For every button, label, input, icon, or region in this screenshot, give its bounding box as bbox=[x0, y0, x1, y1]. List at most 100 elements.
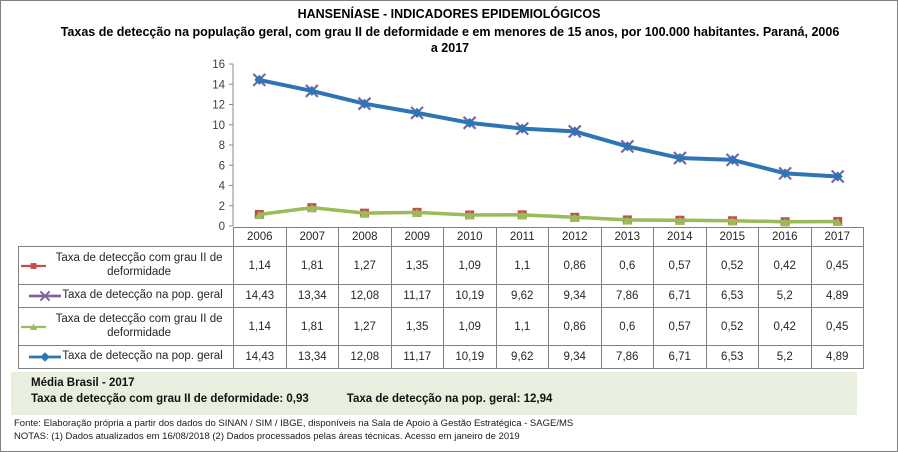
diamond-marker-icon bbox=[412, 107, 423, 118]
diamond-marker-icon bbox=[517, 123, 528, 134]
year-header: 2010 bbox=[443, 227, 497, 247]
summary-values-line: Taxa de detecção com grau II de deformid… bbox=[31, 393, 857, 405]
triangle-marker-icon bbox=[832, 217, 843, 226]
value-cell: 1,1 bbox=[495, 307, 549, 346]
legend-cell: Taxa de detecção na pop. geral bbox=[18, 345, 234, 369]
y-axis-label: 16 bbox=[212, 59, 225, 71]
chart-subtitle: Taxas de detecção na população geral, co… bbox=[60, 25, 840, 55]
value-cell: 10,19 bbox=[443, 345, 497, 369]
series-line bbox=[257, 205, 840, 224]
triangle-marker-icon bbox=[622, 216, 633, 225]
year-header: 2013 bbox=[600, 227, 654, 247]
value-cell: 1,14 bbox=[233, 246, 287, 285]
legend-marker-diamond-icon bbox=[29, 352, 62, 362]
value-cell: 0,6 bbox=[600, 246, 654, 285]
value-cell: 1,14 bbox=[233, 307, 287, 346]
legend-label: Taxa de detecção na pop. geral bbox=[62, 289, 223, 302]
year-header: 2012 bbox=[548, 227, 602, 247]
series-line bbox=[257, 77, 840, 179]
value-cell: 7,86 bbox=[600, 284, 654, 308]
table-row: Taxa de detecção com grau II de deformid… bbox=[18, 307, 864, 346]
year-header: 2015 bbox=[705, 227, 759, 247]
triangle-marker-icon bbox=[727, 217, 738, 226]
summary-title: Média Brasil - 2017 bbox=[31, 377, 135, 389]
value-cell: 13,34 bbox=[285, 284, 339, 308]
y-axis-label: 10 bbox=[212, 120, 225, 132]
value-cell: 14,43 bbox=[233, 345, 287, 369]
value-cell: 12,08 bbox=[338, 284, 392, 308]
diamond-marker-icon bbox=[464, 117, 475, 128]
triangle-marker-icon bbox=[569, 213, 580, 222]
table-row: Taxa de detecção com grau II de deformid… bbox=[18, 246, 864, 285]
value-cell: 12,08 bbox=[338, 345, 392, 369]
table-row: 2006 2007 2008 2009 2010 2011 2012 2013 2014 2015… bbox=[19, 227, 864, 247]
value-cell: 6,53 bbox=[705, 284, 759, 308]
value-cell: 9,62 bbox=[495, 345, 549, 369]
value-cell: 0,86 bbox=[548, 307, 602, 346]
diamond-marker-icon bbox=[306, 85, 317, 96]
value-cell: 0,57 bbox=[653, 246, 707, 285]
value-cell: 1,81 bbox=[285, 246, 339, 285]
value-cell: 9,34 bbox=[548, 284, 602, 308]
year-header: 2011 bbox=[495, 227, 549, 247]
triangle-marker-icon bbox=[254, 210, 265, 219]
value-cell: 1,27 bbox=[338, 246, 392, 285]
value-cell: 1,09 bbox=[443, 246, 497, 285]
y-axis-label: 12 bbox=[212, 100, 225, 112]
value-cell: 9,62 bbox=[495, 284, 549, 308]
value-cell: 14,43 bbox=[233, 284, 287, 308]
value-cell: 6,71 bbox=[653, 284, 707, 308]
triangle-marker-icon bbox=[306, 204, 317, 213]
y-axis-label: 0 bbox=[219, 221, 225, 231]
year-header: 2007 bbox=[285, 227, 339, 247]
diamond-marker-icon bbox=[832, 171, 843, 182]
table-corner bbox=[19, 228, 234, 247]
value-cell: 1,35 bbox=[390, 246, 444, 285]
legend-marker-triangle-icon bbox=[21, 323, 47, 330]
year-header: 2014 bbox=[653, 227, 707, 247]
value-cell: 5,2 bbox=[758, 345, 812, 369]
y-axis-label: 8 bbox=[219, 140, 225, 152]
value-cell: 6,53 bbox=[705, 345, 759, 369]
chart-data-table: 2006 2007 2008 2009 2010 2011 2012 2013 2014 2015… bbox=[18, 227, 864, 369]
year-header: 2017 bbox=[810, 227, 864, 247]
value-cell: 6,71 bbox=[653, 345, 707, 369]
chart-title: HANSENÍASE - INDICADORES EPIDEMIOLÓGICOS bbox=[297, 7, 601, 21]
legend-cell: Taxa de detecção na pop. geral bbox=[18, 284, 234, 308]
value-cell: 13,34 bbox=[285, 345, 339, 369]
diamond-marker-icon bbox=[359, 98, 370, 109]
diamond-marker-icon bbox=[622, 141, 633, 152]
triangle-marker-icon bbox=[780, 218, 791, 227]
value-cell: 9,34 bbox=[548, 345, 602, 369]
value-cell: 1,1 bbox=[495, 246, 549, 285]
value-cell: 4,89 bbox=[810, 284, 864, 308]
value-cell: 4,89 bbox=[810, 345, 864, 369]
summary-popgeral-value: Taxa de detecção na pop. geral: 12,94 bbox=[346, 393, 553, 405]
legend-marker-square-icon bbox=[21, 262, 47, 269]
legend-cell: Taxa de detecção com grau II de deformid… bbox=[18, 246, 234, 285]
value-cell: 0,42 bbox=[758, 307, 812, 346]
value-cell: 1,81 bbox=[285, 307, 339, 346]
summary-box: Média Brasil - 2017 Taxa de detecção com… bbox=[11, 372, 857, 415]
value-cell: 0,86 bbox=[548, 246, 602, 285]
value-cell: 7,86 bbox=[600, 345, 654, 369]
legend-label: Taxa de detecção com grau II de deformid… bbox=[55, 251, 223, 278]
year-header: 2008 bbox=[338, 227, 392, 247]
value-cell: 0,6 bbox=[600, 307, 654, 346]
value-cell: 5,2 bbox=[758, 284, 812, 308]
value-cell: 1,27 bbox=[338, 307, 392, 346]
table-row: Taxa de detecção na pop. geral 14,43 13,34… bbox=[18, 345, 864, 369]
diamond-marker-icon bbox=[674, 153, 685, 164]
y-axis-label: 6 bbox=[219, 160, 225, 172]
value-cell: 0,45 bbox=[810, 307, 864, 346]
value-cell: 0,52 bbox=[705, 307, 759, 346]
table-row: Taxa de detecção na pop. geral 14,43 13,34… bbox=[18, 284, 864, 308]
value-cell: 1,35 bbox=[390, 307, 444, 346]
legend-cell: Taxa de detecção com grau II de deformid… bbox=[18, 307, 234, 346]
y-axis-label: 14 bbox=[212, 79, 225, 91]
triangle-marker-icon bbox=[464, 211, 475, 220]
legend-marker-x-icon bbox=[29, 290, 62, 302]
value-cell: 1,09 bbox=[443, 307, 497, 346]
value-cell: 0,45 bbox=[810, 246, 864, 285]
